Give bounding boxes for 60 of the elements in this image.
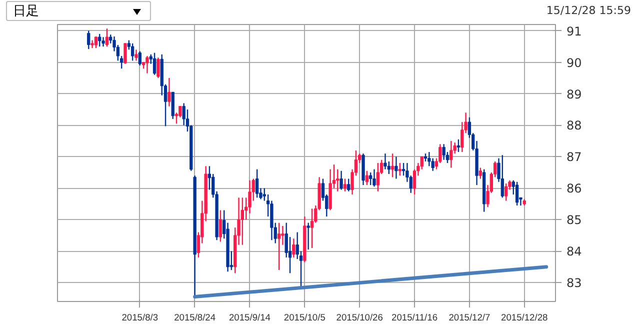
x-tick-label: 2015/12/28 bbox=[501, 312, 548, 322]
y-tick-label: 86 bbox=[566, 182, 582, 196]
x-tick-label: 2015/8/24 bbox=[174, 312, 216, 322]
x-tick-label: 2015/8/3 bbox=[122, 312, 158, 322]
candlestick bbox=[281, 225, 284, 246]
candlestick bbox=[240, 197, 244, 246]
candlestick bbox=[478, 167, 482, 180]
candlestick bbox=[369, 172, 372, 186]
candlestick bbox=[456, 138, 460, 153]
y-tick-label: 83 bbox=[566, 276, 582, 290]
candlestick bbox=[372, 168, 376, 188]
candlestick bbox=[102, 36, 105, 48]
candlestick bbox=[384, 152, 387, 170]
text: 15/12/28 15:59 bbox=[545, 3, 631, 19]
candlestick bbox=[171, 92, 174, 120]
x-tick-label: 2015/10/5 bbox=[284, 312, 326, 322]
y-tick-label: 84 bbox=[566, 244, 582, 259]
candlestick bbox=[336, 168, 340, 192]
candlestick bbox=[390, 152, 394, 178]
candlestick bbox=[504, 182, 508, 202]
candlestick bbox=[376, 162, 380, 192]
candlestick bbox=[146, 55, 149, 74]
candlestick bbox=[340, 170, 343, 190]
candlestick bbox=[168, 77, 171, 107]
candlestick bbox=[500, 154, 504, 198]
candlestick bbox=[347, 178, 350, 192]
y-tick-label: 90 bbox=[566, 56, 582, 70]
y-tick-label: 89 bbox=[566, 87, 582, 102]
x-tick-label: 2015/10/26 bbox=[336, 312, 383, 322]
candlestick bbox=[218, 210, 222, 242]
y-tick-label: 87 bbox=[566, 150, 582, 164]
candlestick bbox=[134, 49, 138, 62]
x-tick-label: 2015/11/16 bbox=[392, 312, 438, 322]
candlestick bbox=[292, 238, 296, 258]
candlestick bbox=[442, 144, 446, 160]
candlestick bbox=[94, 36, 98, 49]
y-tick-label: 88 bbox=[566, 118, 582, 133]
candlestick bbox=[87, 30, 90, 50]
candlestick bbox=[343, 178, 347, 192]
candlestick bbox=[124, 42, 127, 64]
candlestick bbox=[255, 168, 259, 198]
candlestick bbox=[152, 52, 156, 76]
candlestick bbox=[277, 222, 281, 271]
y-tick-label: 85 bbox=[566, 213, 582, 228]
candlestick bbox=[306, 222, 310, 250]
candlestick bbox=[365, 170, 368, 186]
x-tick-label: 2015/12/7 bbox=[448, 312, 490, 322]
candlestick bbox=[310, 208, 314, 249]
control-dropdown: 日足 bbox=[6, 1, 151, 21]
candlestick bbox=[450, 140, 453, 168]
candlestick bbox=[156, 56, 160, 79]
x-tick-label: 2015/9/14 bbox=[228, 312, 270, 322]
y-tick-label: 91 bbox=[566, 24, 582, 38]
candlestick bbox=[515, 181, 519, 206]
candlestick bbox=[394, 156, 398, 180]
candlestick bbox=[428, 151, 431, 167]
candlestick bbox=[105, 28, 109, 48]
candlestick bbox=[398, 162, 402, 176]
candlestick bbox=[130, 42, 134, 62]
candlestick bbox=[138, 50, 142, 66]
